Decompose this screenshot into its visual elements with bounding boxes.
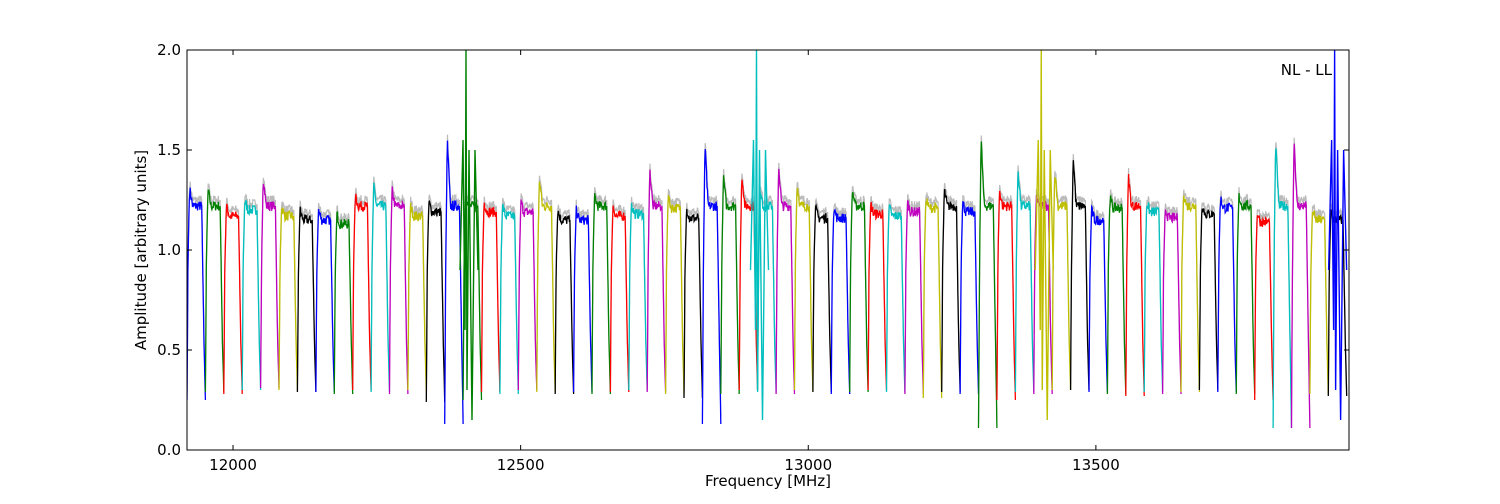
channel-trace <box>701 149 722 425</box>
channel-trace <box>1290 143 1311 429</box>
channel-trace <box>1106 195 1127 395</box>
channel-trace <box>775 168 796 395</box>
rfi-spike <box>1327 50 1348 421</box>
channel-traces <box>187 50 1348 429</box>
channel-trace <box>1143 202 1164 393</box>
y-tick-label: 0.0 <box>157 441 181 459</box>
plot-annotation: NL - LL <box>1281 61 1333 79</box>
channel-trace <box>388 186 409 395</box>
channel-trace <box>1254 215 1274 401</box>
axis-ticks: 12000 12500 13000 13500 0.0 0.5 1.0 1.5 2.0 <box>157 41 1349 474</box>
channel-trace <box>628 202 648 391</box>
channel-trace <box>370 182 391 393</box>
y-tick-label: 1.0 <box>157 241 181 259</box>
channel-trace <box>1217 196 1237 393</box>
channel-trace <box>1309 210 1329 395</box>
channel-trace <box>278 207 299 391</box>
channel-trace <box>517 199 538 391</box>
y-tick-label: 0.5 <box>157 341 181 359</box>
x-tick-label: 13500 <box>1072 456 1120 474</box>
channel-trace <box>315 208 335 393</box>
channel-trace <box>1180 195 1201 393</box>
channel-trace <box>1088 204 1109 393</box>
x-tick-label: 12500 <box>497 456 545 474</box>
channel-trace <box>977 141 998 429</box>
channel-trace <box>646 169 667 393</box>
channel-trace <box>187 187 207 401</box>
channel-trace <box>1125 173 1145 397</box>
channel-trace <box>1161 208 1182 395</box>
x-axis-label: Frequency [MHz] <box>705 472 831 490</box>
channel-trace <box>849 191 869 393</box>
channel-trace <box>591 192 612 395</box>
channel-trace <box>664 195 685 395</box>
channel-trace <box>609 205 630 393</box>
channel-trace <box>259 183 280 389</box>
channel-trace <box>1272 148 1293 429</box>
channel-trace <box>223 203 243 395</box>
channel-trace <box>812 203 832 393</box>
channel-trace <box>204 189 225 393</box>
y-tick-label: 1.5 <box>157 141 181 159</box>
channel-trace <box>720 175 740 395</box>
rfi-spike <box>459 50 479 421</box>
channel-trace <box>352 193 372 391</box>
channel-trace <box>996 190 1017 401</box>
y-tick-label: 2.0 <box>157 41 181 59</box>
channel-trace <box>333 210 354 395</box>
channel-trace <box>480 202 501 393</box>
channel-trace <box>536 181 556 393</box>
channel-trace <box>572 205 593 393</box>
channel-trace <box>407 202 427 391</box>
channel-trace <box>922 198 943 399</box>
channel-trace <box>830 208 851 395</box>
channel-trace <box>1069 160 1090 391</box>
channel-trace <box>904 200 924 395</box>
channel-trace <box>885 204 906 393</box>
x-tick-label: 13000 <box>784 456 832 474</box>
channel-trace <box>1051 176 1072 391</box>
channel-trace <box>959 200 980 395</box>
channel-trace <box>941 188 961 393</box>
y-axis-label: Amplitude [arbitrary units] <box>132 150 150 350</box>
channel-trace <box>425 199 446 403</box>
channel-trace <box>793 187 814 391</box>
rfi-spike <box>1034 50 1054 421</box>
rfi-spike <box>749 50 770 421</box>
channel-trace <box>1235 193 1256 395</box>
x-tick-label: 12000 <box>209 456 257 474</box>
channel-trace <box>241 199 262 391</box>
channel-trace <box>554 210 575 395</box>
channel-trace <box>499 203 519 395</box>
channel-trace <box>296 206 317 393</box>
channel-trace <box>1198 208 1219 391</box>
channel-trace <box>1014 171 1035 393</box>
channel-trace <box>867 201 888 391</box>
channel-trace <box>683 208 704 399</box>
